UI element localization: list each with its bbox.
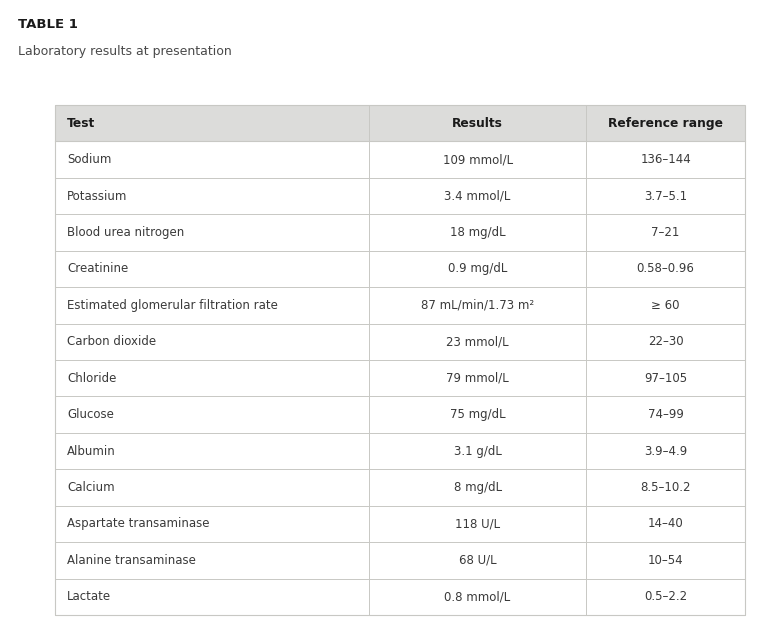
Text: Albumin: Albumin [67,445,115,457]
Text: 87 mL/min/1.73 m²: 87 mL/min/1.73 m² [421,299,534,312]
Bar [55,360,745,396]
Text: 68 U/L: 68 U/L [459,554,496,567]
Bar [55,469,745,506]
Text: 22–30: 22–30 [648,335,683,348]
Text: Test: Test [67,117,95,130]
Bar [55,324,745,360]
Text: 7–21: 7–21 [651,226,680,239]
Bar [55,214,745,251]
Text: 3.7–5.1: 3.7–5.1 [644,190,687,203]
Bar [55,578,745,615]
Text: Lactate: Lactate [67,590,111,604]
Text: Aspartate transaminase: Aspartate transaminase [67,517,210,530]
Text: 8.5–10.2: 8.5–10.2 [640,481,691,494]
Text: Carbon dioxide: Carbon dioxide [67,335,156,348]
Bar [55,105,745,615]
Text: 0.9 mg/dL: 0.9 mg/dL [448,263,507,275]
Text: 136–144: 136–144 [640,153,691,166]
Text: Calcium: Calcium [67,481,115,494]
Bar [55,141,745,178]
Text: 0.5–2.2: 0.5–2.2 [644,590,687,604]
Text: 8 mg/dL: 8 mg/dL [453,481,502,494]
Text: 3.4 mmol/L: 3.4 mmol/L [445,190,511,203]
Text: 10–54: 10–54 [648,554,683,567]
Text: 97–105: 97–105 [644,372,687,385]
Text: 118 U/L: 118 U/L [455,517,500,530]
Text: 0.58–0.96: 0.58–0.96 [636,263,694,275]
Bar [55,287,745,324]
Text: 109 mmol/L: 109 mmol/L [442,153,512,166]
Text: 74–99: 74–99 [647,408,683,421]
Text: Laboratory results at presentation: Laboratory results at presentation [18,45,232,58]
Text: 0.8 mmol/L: 0.8 mmol/L [445,590,511,604]
Text: Alanine transaminase: Alanine transaminase [67,554,196,567]
Text: 14–40: 14–40 [647,517,683,530]
Text: 23 mmol/L: 23 mmol/L [446,335,509,348]
Text: TABLE 1: TABLE 1 [18,18,78,31]
Text: 3.1 g/dL: 3.1 g/dL [454,445,502,457]
Bar [55,396,745,433]
Bar [55,251,745,287]
Text: Estimated glomerular filtration rate: Estimated glomerular filtration rate [67,299,278,312]
Text: 79 mmol/L: 79 mmol/L [446,372,509,385]
Text: 75 mg/dL: 75 mg/dL [450,408,505,421]
Text: Sodium: Sodium [67,153,112,166]
Text: ≥ 60: ≥ 60 [651,299,680,312]
Text: Chloride: Chloride [67,372,116,385]
Text: Creatinine: Creatinine [67,263,128,275]
Bar [55,105,745,141]
Text: Potassium: Potassium [67,190,127,203]
Text: Results: Results [452,117,503,130]
Text: Glucose: Glucose [67,408,114,421]
Bar [55,433,745,469]
Bar [55,178,745,214]
Text: Reference range: Reference range [608,117,723,130]
Bar [55,506,745,542]
Text: 3.9–4.9: 3.9–4.9 [644,445,687,457]
Text: Blood urea nitrogen: Blood urea nitrogen [67,226,184,239]
Bar [55,542,745,578]
Text: 18 mg/dL: 18 mg/dL [450,226,505,239]
